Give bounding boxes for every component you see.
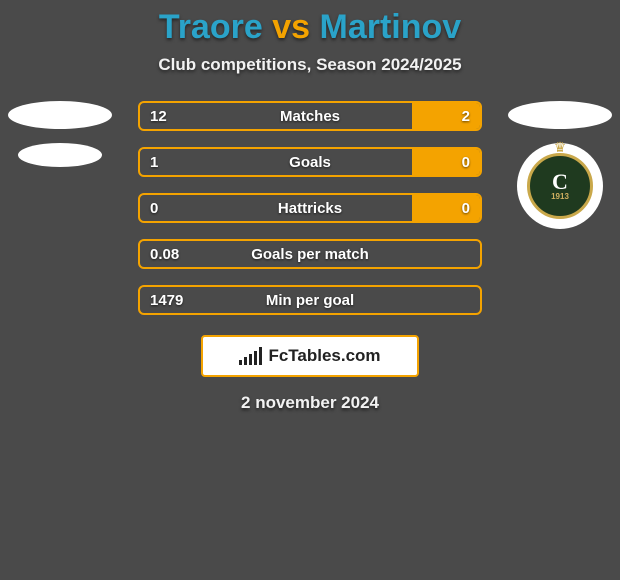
bar-chart-icon-bar — [239, 360, 242, 365]
subtitle: Club competitions, Season 2024/2025 — [0, 55, 620, 75]
stat-bars: 12 Matches 2 1 Goals 0 0 Hattricks 0 0.08 Goals pe… — [138, 101, 482, 315]
bar-label: Matches — [280, 108, 340, 125]
player1-photo-placeholder — [8, 101, 112, 129]
bar-value-left: 12 — [150, 108, 167, 125]
crest-letter: С — [552, 171, 568, 193]
player1-club-placeholder — [18, 143, 102, 167]
bar-chart-icon-bar — [259, 347, 262, 365]
player2-photo-placeholder — [508, 101, 612, 129]
bar-chart-icon-bar — [244, 357, 247, 365]
crown-icon: ♛ — [554, 139, 567, 156]
bar-label: Goals per match — [251, 246, 369, 263]
bar-label: Min per goal — [266, 292, 354, 309]
bar-value-left: 0 — [150, 200, 158, 217]
bar-value-left: 1 — [150, 154, 158, 171]
player2-club-crest: ♛ С 1913 — [517, 143, 603, 229]
player1-name: Traore — [159, 8, 263, 46]
bar-label: Hattricks — [278, 200, 342, 217]
stat-bar-row: 0 Hattricks 0 — [138, 193, 482, 223]
crest-year: 1913 — [551, 193, 569, 201]
bar-value-right: 0 — [462, 154, 470, 171]
bar-chart-icon-bar — [249, 354, 252, 365]
right-badge-column: ♛ С 1913 — [500, 101, 620, 229]
stat-bar-row: 12 Matches 2 — [138, 101, 482, 131]
bar-chart-icon — [239, 347, 262, 365]
player2-name: Martinov — [320, 8, 462, 46]
bar-value-right: 2 — [462, 108, 470, 125]
bar-value-left: 0.08 — [150, 246, 179, 263]
bar-label: Goals — [289, 154, 331, 171]
crest-ring: С 1913 — [527, 153, 593, 219]
bar-value-left: 1479 — [150, 292, 183, 309]
brand-box[interactable]: FcTables.com — [201, 335, 419, 377]
bar-chart-icon-bar — [254, 351, 257, 365]
stat-bar-row: 1 Goals 0 — [138, 147, 482, 177]
left-badge-column — [0, 101, 120, 167]
brand-text: FcTables.com — [268, 346, 380, 366]
vs-text: vs — [272, 8, 310, 46]
bar-value-right: 0 — [462, 200, 470, 217]
stat-bar-row: 0.08 Goals per match — [138, 239, 482, 269]
page-title: Traore vs Martinov — [0, 0, 620, 47]
comparison-content: ♛ С 1913 12 Matches 2 1 Goals 0 0 Hattricks 0 0.0… — [0, 101, 620, 315]
stat-bar-row: 1479 Min per goal — [138, 285, 482, 315]
date-text: 2 november 2024 — [0, 393, 620, 413]
